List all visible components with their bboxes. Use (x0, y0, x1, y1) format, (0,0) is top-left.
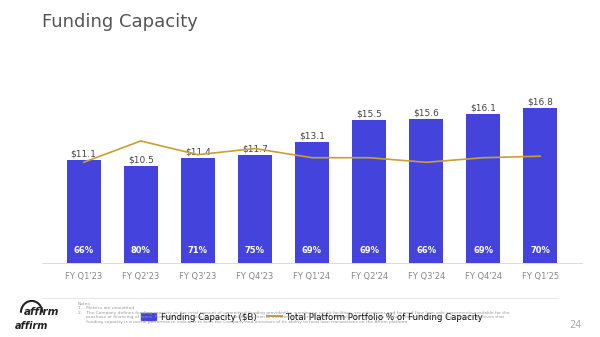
Bar (352, 120, 386, 263)
Text: $15.5: $15.5 (356, 109, 382, 118)
Text: $13.1: $13.1 (299, 131, 325, 141)
Text: 24: 24 (569, 320, 582, 330)
Text: $10.5: $10.5 (128, 155, 154, 164)
Bar (238, 155, 272, 263)
Bar (295, 142, 329, 263)
Text: affirm: affirm (15, 321, 49, 331)
Legend: Funding Capacity ($B), Total Platform Portfolio % of Funding Capacity: Funding Capacity ($B), Total Platform Po… (137, 309, 487, 325)
Bar (523, 108, 557, 263)
Text: 69%: 69% (473, 246, 493, 255)
Text: 66%: 66% (416, 246, 436, 255)
Text: 75%: 75% (245, 246, 265, 255)
Text: Notes:
1.   Metrics are unaudited
2.   The Company defines funding capacity as t: Notes: 1. Metrics are unaudited 2. The C… (78, 302, 509, 324)
Text: 69%: 69% (359, 246, 379, 255)
Text: 66%: 66% (74, 246, 94, 255)
Bar (181, 158, 215, 263)
Text: $11.1: $11.1 (71, 150, 97, 159)
Bar (124, 166, 158, 263)
Text: 80%: 80% (131, 246, 151, 255)
Text: $11.7: $11.7 (242, 144, 268, 153)
Text: $11.4: $11.4 (185, 147, 211, 156)
Text: 71%: 71% (188, 246, 208, 255)
Bar (466, 114, 500, 263)
Text: Funding Capacity: Funding Capacity (42, 13, 198, 31)
Text: 70%: 70% (530, 246, 550, 255)
Text: $15.6: $15.6 (413, 108, 439, 117)
Text: affirm: affirm (24, 307, 59, 317)
Text: $16.1: $16.1 (470, 104, 496, 113)
Text: $16.8: $16.8 (527, 97, 553, 106)
Text: 69%: 69% (302, 246, 322, 255)
Bar (67, 160, 101, 263)
Bar (409, 119, 443, 263)
